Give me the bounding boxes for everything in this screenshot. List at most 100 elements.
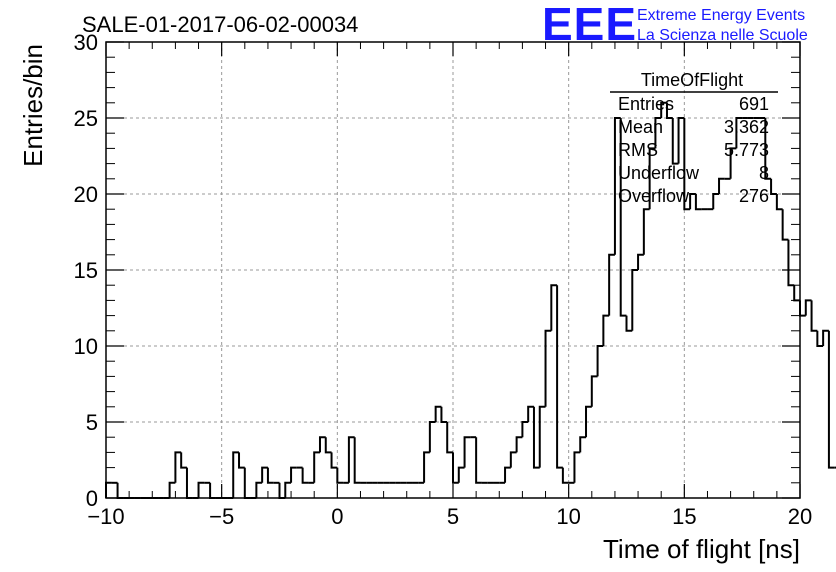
histogram-bin [585, 405, 592, 438]
histogram-bin [353, 437, 361, 484]
histogram-bin [105, 481, 112, 498]
histogram-bin [608, 253, 615, 316]
stats-label: Underflow [618, 163, 700, 183]
histogram-bin [168, 481, 176, 498]
histogram-bin [579, 436, 587, 453]
histogram-bin [457, 466, 465, 483]
stats-label: Mean [618, 117, 663, 137]
histogram-bin [318, 436, 326, 453]
histogram-bin [330, 452, 338, 469]
histogram-bin [671, 118, 679, 165]
histogram-bin [197, 481, 205, 498]
histogram-bin [827, 330, 835, 469]
y-tick-label: 10 [74, 334, 98, 359]
eee-logo: EEE [542, 0, 637, 50]
y-axis-title: Entries/bin [18, 44, 48, 167]
stats-label: Entries [618, 94, 674, 114]
histogram-bin [347, 436, 355, 483]
histogram-bin [266, 467, 274, 484]
histogram-bin [781, 209, 789, 241]
histogram-bin [550, 284, 558, 331]
histogram-bin [689, 193, 696, 210]
histogram-bin [243, 467, 251, 499]
histogram-bin [642, 208, 650, 255]
histogram-bin [648, 147, 656, 210]
histogram-bin [527, 405, 534, 422]
x-tick-label: 15 [672, 504, 696, 529]
histogram-bin [556, 285, 563, 469]
histogram-bin [209, 482, 216, 499]
histogram-bin [515, 436, 523, 453]
histogram-bin [619, 118, 627, 317]
histogram-bin [284, 481, 292, 498]
histogram-bin [174, 451, 182, 483]
x-tick-label: −10 [87, 504, 124, 529]
x-tick-label: 5 [447, 504, 459, 529]
stats-value: 5.773 [724, 140, 769, 160]
stats-label: RMS [618, 140, 658, 160]
histogram-bin [764, 118, 772, 180]
logo-subtitle-2: La Scienza nelle Scuole [637, 27, 808, 44]
histogram-bin [660, 101, 667, 118]
histogram-bin [255, 481, 263, 498]
histogram-bin [185, 467, 193, 499]
histogram-bin [654, 117, 662, 149]
histogram-bin [775, 194, 783, 211]
histogram-bin [452, 452, 459, 484]
histogram-bin [475, 437, 482, 484]
histogram-bin [544, 329, 552, 407]
stats-box: TimeOfFlight Entries 691 Mean 3.362 RMS 5.773… [610, 70, 778, 206]
histogram-bin [683, 118, 691, 211]
plot-frame [105, 41, 801, 499]
histogram-bin [816, 330, 824, 347]
y-tick-labels: 0 5 10 15 20 25 30 [74, 30, 98, 511]
histogram-bin [428, 421, 436, 453]
y-tick-label: 30 [74, 30, 98, 55]
histogram-bin [521, 421, 529, 438]
histogram-bin [810, 300, 818, 332]
histogram-bin [770, 178, 777, 195]
histogram-bin [596, 345, 604, 377]
histogram-bin [116, 482, 124, 499]
histogram-bin [538, 405, 546, 468]
histogram-bars [105, 101, 836, 499]
stats-value: 276 [739, 186, 769, 206]
histogram-bin [677, 117, 685, 164]
histogram-bin [504, 466, 511, 483]
y-tick-label: 25 [74, 106, 98, 131]
histogram-bin [290, 466, 297, 483]
histogram-bin [718, 177, 725, 194]
histogram-bin [637, 253, 644, 270]
histogram-bin [180, 452, 187, 469]
histogram-bin [324, 437, 332, 454]
x-tick-label: 20 [788, 504, 812, 529]
histogram-bin [301, 467, 309, 484]
histogram-bin [613, 117, 621, 255]
histogram-bin [446, 422, 453, 454]
stats-value: 691 [739, 94, 769, 114]
histogram-bin [423, 451, 430, 483]
histogram-bin [440, 406, 448, 423]
x-tick-label: 10 [556, 504, 580, 529]
y-tick-label: 15 [74, 258, 98, 283]
axis-ticks [105, 41, 801, 499]
y-tick-label: 0 [86, 486, 98, 511]
y-tick-label: 20 [74, 182, 98, 207]
y-tick-label: 5 [86, 410, 98, 435]
histogram-bin [238, 452, 245, 469]
x-tick-label: 0 [331, 504, 343, 529]
histogram-bin [232, 451, 240, 498]
logo-subtitle-1: Extreme Energy Events [637, 7, 805, 24]
histogram-bin [590, 375, 598, 407]
histogram-bin [602, 314, 610, 346]
histogram-bin [573, 451, 581, 483]
histogram-bin [313, 451, 320, 483]
histogram-bin [631, 269, 639, 331]
histogram-bin [625, 315, 633, 332]
histogram-bin [336, 467, 344, 484]
x-tick-labels: −10 −5 0 5 10 15 20 [87, 504, 812, 529]
histogram-bin [694, 194, 702, 211]
x-tick-label: −5 [209, 504, 234, 529]
grid-lines [106, 42, 800, 498]
